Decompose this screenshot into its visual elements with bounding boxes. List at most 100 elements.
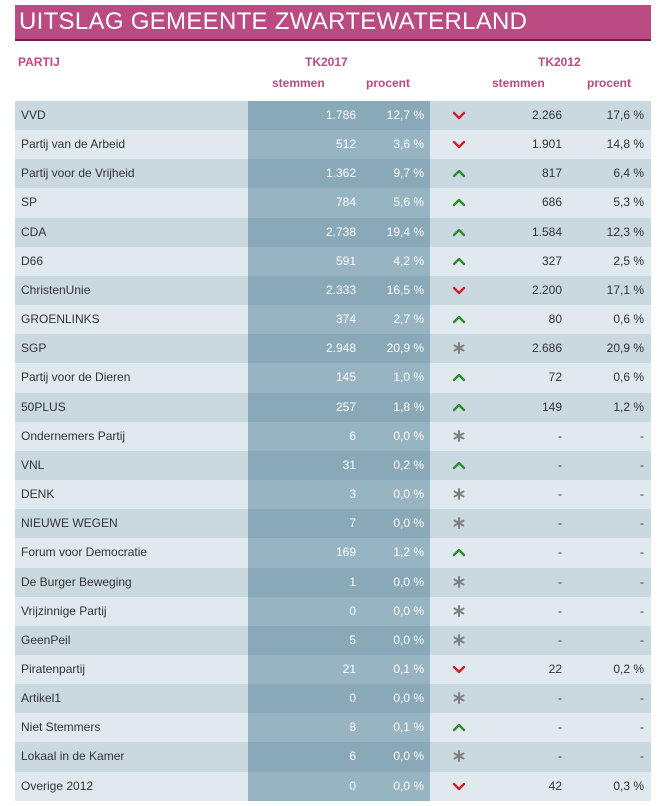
tk2012-procent: - [640, 691, 644, 706]
trend-same-icon [451, 428, 467, 444]
tk2012-stemmen: 149 [541, 399, 562, 414]
party-name: Vrijzinnige Partij [21, 603, 107, 618]
party-name: DENK [21, 487, 55, 502]
tk2012-stemmen: 2.200 [531, 282, 562, 297]
tk2017-procent: 0,0 % [393, 516, 424, 531]
tk2012-stemmen: - [558, 603, 562, 618]
trend-up-icon [451, 194, 467, 210]
table-row: VVD 1.786 12,7 % 2.266 17,6 % [15, 101, 651, 131]
tk2017-column-bg [248, 305, 430, 335]
tk2017-stemmen: 1.362 [325, 166, 356, 181]
tk2012-procent: 2,5 % [613, 253, 644, 268]
trend-down-icon [451, 107, 467, 123]
tk2017-stemmen: 1 [349, 574, 356, 589]
party-name: Piratenpartij [21, 661, 86, 676]
tk2017-column-bg [248, 188, 430, 218]
header-tk2012-stemmen: stemmen [492, 76, 545, 90]
tk2012-procent: - [640, 457, 644, 472]
tk2017-column-bg [248, 538, 430, 568]
tk2012-stemmen: - [558, 487, 562, 502]
tk2012-procent: 0,3 % [613, 778, 644, 793]
header-tk2017-procent: procent [366, 76, 411, 90]
tk2017-column-bg [248, 742, 430, 772]
party-name: Niet Stemmers [21, 720, 101, 735]
tk2012-procent: - [640, 720, 644, 735]
table-row: Partij voor de Dieren 145 1,0 % 72 0,6 % [15, 363, 651, 393]
trend-up-icon [451, 224, 467, 240]
results-table: VVD 1.786 12,7 % 2.266 17,6 % Partij van de A… [15, 101, 651, 801]
page-title: UITSLAG GEMEENTE ZWARTEWATERLAND [19, 8, 528, 35]
tk2017-stemmen: 31 [342, 457, 356, 472]
party-name: Partij voor de Vrijheid [21, 166, 135, 181]
tk2017-procent: 0,0 % [393, 574, 424, 589]
trend-up-icon [451, 311, 467, 327]
tk2017-procent: 12,7 % [386, 108, 424, 122]
party-name: De Burger Beweging [21, 574, 132, 589]
tk2017-procent: 1,2 % [393, 545, 424, 560]
table-row: Ondernemers Partij 6 0,0 % - - [15, 421, 651, 451]
party-name: SP [21, 195, 38, 210]
tk2017-column-bg [248, 392, 430, 422]
tk2017-stemmen: 0 [349, 691, 356, 706]
tk2012-stemmen: 22 [548, 661, 562, 676]
tk2012-procent: 6,4 % [613, 166, 644, 181]
party-name: VVD [21, 108, 46, 122]
tk2012-stemmen: - [558, 720, 562, 735]
tk2017-stemmen: 0 [349, 603, 356, 618]
trend-up-icon [451, 544, 467, 560]
tk2012-procent: 17,6 % [606, 108, 644, 122]
tk2012-stemmen: 72 [548, 370, 562, 385]
tk2017-stemmen: 8 [349, 720, 356, 735]
trend-down-icon [451, 661, 467, 677]
tk2017-stemmen: 591 [335, 253, 356, 268]
tk2012-procent: 5,3 % [613, 195, 644, 210]
tk2012-stemmen: - [558, 749, 562, 764]
table-row: VNL 31 0,2 % - - [15, 450, 651, 481]
party-name: VNL [21, 457, 45, 472]
tk2017-column-bg [248, 159, 430, 189]
party-name: Artikel1 [21, 691, 62, 706]
trend-same-icon [451, 690, 467, 706]
trend-same-icon [451, 340, 467, 356]
trend-up-icon [451, 165, 467, 181]
trend-down-icon [451, 136, 467, 152]
party-name: ChristenUnie [21, 282, 91, 297]
tk2012-procent: - [640, 516, 644, 531]
tk2012-stemmen: 327 [541, 253, 562, 268]
party-name: NIEUWE WEGEN [21, 516, 118, 531]
trend-same-icon [451, 632, 467, 648]
tk2017-column-bg [248, 654, 430, 685]
tk2017-stemmen: 145 [335, 370, 356, 385]
trend-same-icon [451, 486, 467, 502]
tk2012-stemmen: - [558, 545, 562, 560]
tk2017-stemmen: 1.786 [325, 108, 356, 122]
tk2017-column-bg [248, 421, 430, 451]
tk2017-procent: 0,0 % [393, 632, 424, 647]
tk2017-stemmen: 512 [335, 137, 356, 152]
table-row: SGP 2.948 20,9 % 2.686 20,9 % [15, 334, 651, 364]
table-row: Partij voor de Vrijheid 1.362 9,7 % 817 6,4 … [15, 159, 651, 189]
tk2017-column-bg [248, 480, 430, 510]
tk2012-stemmen: - [558, 691, 562, 706]
party-name: 50PLUS [21, 399, 66, 414]
tk2017-column-bg [248, 334, 430, 364]
tk2017-stemmen: 6 [349, 428, 356, 443]
tk2017-column-bg [248, 625, 430, 655]
tk2012-stemmen: 817 [541, 166, 562, 181]
table-row: Forum voor Democratie 169 1,2 % - - [15, 538, 651, 568]
header-partij: PARTIJ [18, 55, 60, 69]
tk2012-stemmen: 42 [548, 778, 562, 793]
party-name: Lokaal in de Kamer [21, 749, 125, 764]
tk2017-column-bg [248, 217, 430, 247]
tk2017-column-bg [248, 450, 430, 481]
party-name: Ondernemers Partij [21, 428, 126, 443]
table-row: Lokaal in de Kamer 6 0,0 % - - [15, 742, 651, 772]
tk2017-column-bg [248, 771, 430, 801]
tk2017-stemmen: 784 [335, 195, 356, 210]
tk2012-procent: 0,2 % [613, 661, 644, 676]
tk2017-procent: 0,0 % [393, 428, 424, 443]
party-name: Forum voor Democratie [21, 545, 148, 560]
trend-up-icon [451, 457, 467, 473]
trend-down-icon [451, 778, 467, 794]
table-row: Piratenpartij 21 0,1 % 22 0,2 % [15, 654, 651, 685]
